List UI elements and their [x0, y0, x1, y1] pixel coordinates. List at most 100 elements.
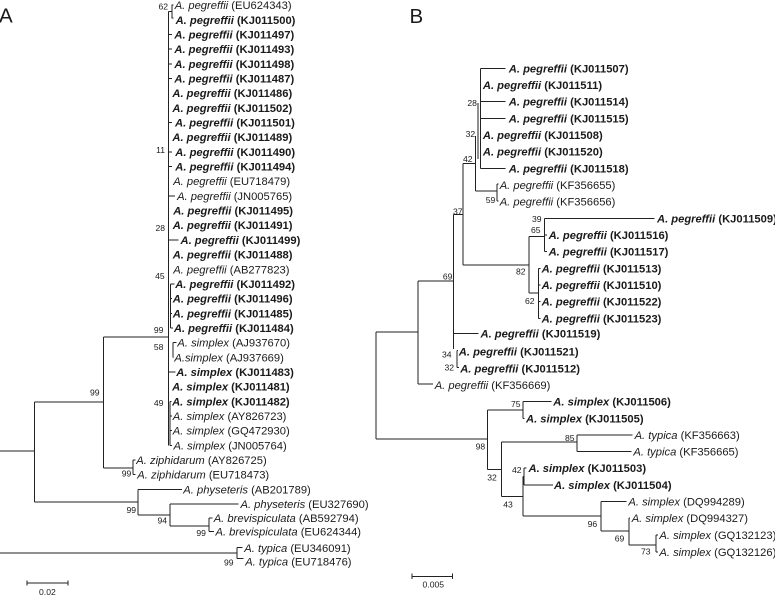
svg-text:A. pegreffii (KJ011522): A. pegreffii (KJ011522): [541, 297, 662, 309]
svg-text:75: 75: [511, 399, 521, 409]
svg-text:A. pegreffii (EU624343): A. pegreffii (EU624343): [174, 0, 292, 12]
svg-text:99: 99: [224, 557, 234, 567]
svg-text:99: 99: [196, 528, 206, 538]
svg-text:59: 59: [486, 195, 496, 205]
svg-text:98: 98: [476, 442, 486, 452]
svg-text:A. pegreffii (KJ011500): A. pegreffii (KJ011500): [175, 15, 296, 27]
svg-text:39: 39: [532, 214, 542, 224]
svg-text:A. pegreffii (KJ011491): A. pegreffii (KJ011491): [172, 220, 293, 232]
svg-text:A. pegreffii (KJ011523): A. pegreffii (KJ011523): [541, 313, 662, 325]
svg-text:42: 42: [463, 154, 473, 164]
svg-text:A. pegreffii (KF356655): A. pegreffii (KF356655): [499, 180, 616, 192]
svg-text:A. simplex (DQ994327): A. simplex (DQ994327): [631, 513, 749, 525]
svg-text:A. pegreffii (KJ011501): A. pegreffii (KJ011501): [174, 118, 295, 130]
svg-text:A. ziphidarum (EU718473): A. ziphidarum (EU718473): [136, 470, 269, 482]
svg-text:A. simplex (GQ132126): A. simplex (GQ132126): [658, 547, 775, 559]
svg-text:B: B: [410, 5, 424, 28]
svg-text:A. pegreffii (KJ011502): A. pegreffii (KJ011502): [171, 103, 292, 115]
svg-text:A. pegreffii (KJ011496): A. pegreffii (KJ011496): [172, 294, 293, 306]
svg-text:42: 42: [512, 465, 522, 475]
svg-text:A. pegreffii (KJ011515): A. pegreffii (KJ011515): [508, 113, 629, 125]
svg-text:37: 37: [453, 207, 463, 217]
svg-text:A. pegreffii (KJ011513): A. pegreffii (KJ011513): [541, 263, 662, 275]
svg-text:34: 34: [442, 350, 452, 360]
svg-text:A. simplex (JN005764): A. simplex (JN005764): [173, 440, 287, 452]
svg-text:69: 69: [443, 272, 453, 282]
svg-text:82: 82: [516, 266, 526, 276]
svg-text:A: A: [0, 4, 13, 27]
svg-text:A. pegreffii (KJ011490): A. pegreffii (KJ011490): [174, 147, 295, 159]
svg-text:A. pegreffii (KF356669): A. pegreffii (KF356669): [434, 380, 551, 392]
svg-text:A. typica (EU346091): A. typica (EU346091): [243, 543, 351, 555]
svg-text:A. pegreffii (KJ011493): A. pegreffii (KJ011493): [173, 44, 294, 56]
svg-text:99: 99: [126, 505, 136, 515]
svg-text:28: 28: [467, 98, 477, 108]
svg-text:32: 32: [487, 473, 497, 483]
svg-text:32: 32: [444, 363, 454, 373]
svg-text:A. pegreffii (EU718479): A. pegreffii (EU718479): [172, 176, 290, 188]
svg-text:A. pegreffii (KJ011509): A. pegreffii (KJ011509): [656, 213, 775, 225]
svg-text:43: 43: [503, 500, 513, 510]
svg-text:A. pegreffii (KJ011510): A. pegreffii (KJ011510): [541, 280, 662, 292]
svg-text:A. simplex (KJ011481): A. simplex (KJ011481): [171, 382, 290, 394]
svg-text:11: 11: [156, 145, 165, 155]
svg-text:A. pegreffii (KJ011494): A. pegreffii (KJ011494): [174, 162, 295, 174]
svg-text:A. pegreffii (KJ011495): A. pegreffii (KJ011495): [172, 206, 293, 218]
svg-text:A. pegreffii (KJ011514): A. pegreffii (KJ011514): [508, 97, 629, 109]
svg-text:99: 99: [122, 469, 132, 479]
svg-text:A. physeteris (AB201789): A. physeteris (AB201789): [182, 484, 311, 496]
svg-text:65: 65: [531, 225, 541, 235]
svg-text:A. simplex (DQ994289): A. simplex (DQ994289): [627, 497, 745, 509]
svg-text:A. pegreffii (KJ011507): A. pegreffii (KJ011507): [508, 63, 629, 75]
svg-text:58: 58: [154, 342, 164, 352]
svg-text:A. simplex (KJ011482): A. simplex (KJ011482): [171, 396, 290, 408]
svg-text:A. pegreffii (KJ011517): A. pegreffii (KJ011517): [548, 247, 669, 259]
svg-text:A. pegreffii (KJ011488): A. pegreffii (KJ011488): [172, 250, 293, 262]
svg-text:A. simplex (KJ011483): A. simplex (KJ011483): [175, 367, 294, 379]
svg-text:A. pegreffii (KJ011497): A. pegreffii (KJ011497): [173, 30, 294, 42]
svg-text:96: 96: [588, 519, 598, 529]
svg-text:62: 62: [525, 296, 535, 306]
svg-text:A. pegreffii (KJ011521): A. pegreffii (KJ011521): [458, 347, 579, 359]
svg-text:28: 28: [155, 223, 165, 233]
svg-text:A. brevispiculata (EU624344): A. brevispiculata (EU624344): [215, 527, 362, 539]
svg-text:A. simplex (KJ011506): A. simplex (KJ011506): [552, 397, 671, 409]
svg-text:73: 73: [641, 546, 651, 556]
svg-text:A. simplex (GQ132123): A. simplex (GQ132123): [658, 530, 775, 542]
svg-text:69: 69: [615, 534, 625, 544]
svg-text:A. pegreffii (JN005765): A. pegreffii (JN005765): [176, 191, 292, 203]
svg-text:A. pegreffii (KJ011492): A. pegreffii (KJ011492): [174, 279, 295, 291]
svg-text:A. pegreffii (KJ011516): A. pegreffii (KJ011516): [548, 230, 669, 242]
svg-text:A. pegreffii (KJ011487): A. pegreffii (KJ011487): [173, 74, 294, 86]
svg-text:A. pegreffii (KJ011518): A. pegreffii (KJ011518): [508, 163, 629, 175]
svg-text:A. pegreffii (AB277823): A. pegreffii (AB277823): [172, 264, 290, 276]
svg-text:49: 49: [154, 398, 164, 408]
svg-text:A. simplex (KJ011504): A. simplex (KJ011504): [553, 480, 672, 492]
svg-text:A. pegreffii (KJ011508): A. pegreffii (KJ011508): [482, 130, 603, 142]
svg-text:A. simplex (KJ011505): A. simplex (KJ011505): [525, 413, 644, 425]
svg-text:85: 85: [565, 433, 575, 443]
svg-text:A. pegreffii (KJ011499): A. pegreffii (KJ011499): [180, 235, 301, 247]
svg-text:A. pegreffii (KJ011512): A. pegreffii (KJ011512): [459, 363, 580, 375]
svg-text:0.02: 0.02: [39, 587, 56, 595]
svg-text:0.005: 0.005: [423, 580, 445, 590]
svg-text:45: 45: [155, 271, 165, 281]
svg-text:A. pegreffii (KJ011498): A. pegreffii (KJ011498): [173, 59, 294, 71]
svg-text:A. brevispiculata (AB592794): A. brevispiculata (AB592794): [213, 513, 359, 525]
svg-text:A. pegreffii (KJ011485): A. pegreffii (KJ011485): [172, 308, 293, 320]
svg-text:A. pegreffii (KF356656): A. pegreffii (KF356656): [499, 197, 616, 209]
svg-text:A. simplex (KJ011503): A. simplex (KJ011503): [528, 463, 647, 475]
svg-text:A. pegreffii (KJ011486): A. pegreffii (KJ011486): [171, 88, 292, 100]
svg-text:A. pegreffii (KJ011519): A. pegreffii (KJ011519): [480, 329, 601, 341]
svg-text:A. typica (EU718476): A. typica (EU718476): [244, 556, 352, 568]
svg-text:A. pegreffii (KJ011489): A. pegreffii (KJ011489): [171, 132, 292, 144]
svg-text:A. pegreffii (KJ011520): A. pegreffii (KJ011520): [482, 147, 603, 159]
svg-text:A. simplex (AJ937670): A. simplex (AJ937670): [176, 338, 290, 350]
svg-text:A.simplex (AJ937669): A.simplex (AJ937669): [173, 352, 284, 364]
svg-text:94: 94: [157, 516, 167, 526]
svg-text:32: 32: [466, 129, 476, 139]
svg-text:A. physeteris (EU327690): A. physeteris (EU327690): [240, 499, 369, 511]
svg-text:99: 99: [154, 325, 164, 335]
svg-text:A. ziphidarum (AY826725): A. ziphidarum (AY826725): [135, 455, 267, 467]
svg-text:99: 99: [90, 388, 100, 398]
